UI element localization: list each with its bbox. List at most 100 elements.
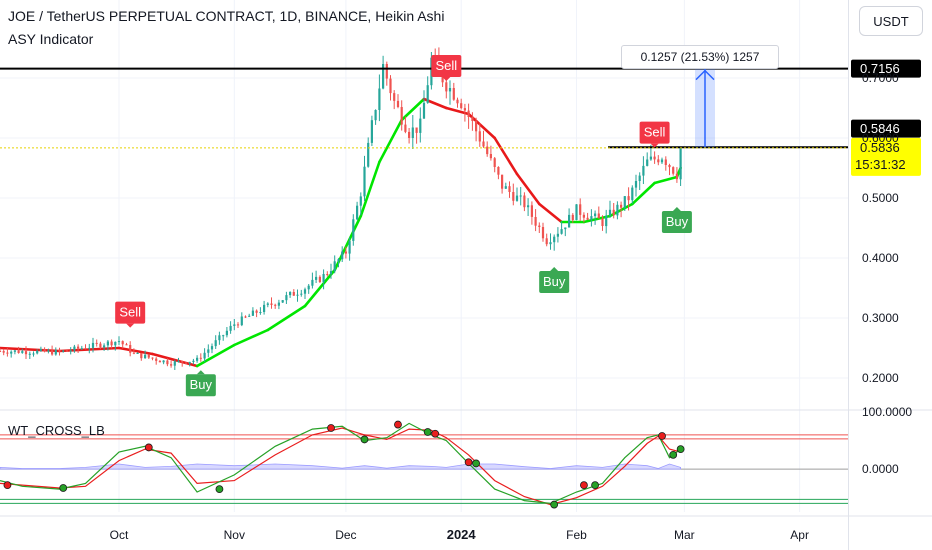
candle-body[interactable] <box>408 131 411 138</box>
candle-body[interactable] <box>51 350 54 355</box>
candle-body[interactable] <box>463 108 466 111</box>
candle-body[interactable] <box>422 102 426 119</box>
candle-body[interactable] <box>65 350 68 352</box>
candle-body[interactable] <box>300 293 303 295</box>
sell-signal-badge[interactable] <box>639 121 670 144</box>
candle-body[interactable] <box>24 351 28 355</box>
candle-body[interactable] <box>527 205 530 208</box>
candle-body[interactable] <box>556 233 559 237</box>
candle-body[interactable] <box>173 361 176 366</box>
candle-body[interactable] <box>497 167 500 175</box>
candle-body[interactable] <box>460 103 463 109</box>
cross-dot[interactable] <box>327 424 335 432</box>
candle-body[interactable] <box>106 341 109 346</box>
candle-body[interactable] <box>158 360 161 363</box>
candle-body[interactable] <box>28 353 31 355</box>
candle-body[interactable] <box>646 159 649 166</box>
candle-body[interactable] <box>121 341 124 345</box>
candle-body[interactable] <box>426 85 429 103</box>
candle-body[interactable] <box>672 167 675 174</box>
candle-body[interactable] <box>370 120 373 143</box>
candle-body[interactable] <box>631 187 634 201</box>
sell-signal-badge[interactable] <box>115 301 146 324</box>
candle-body[interactable] <box>653 156 656 160</box>
candle-body[interactable] <box>132 352 135 354</box>
candle-body[interactable] <box>155 358 158 361</box>
symbol-title[interactable]: JOE / TetherUS PERPETUAL CONTRACT, 1D, B… <box>8 8 445 24</box>
oscillator-label[interactable]: WT_CROSS_LB <box>8 423 105 438</box>
buy-signal-badge[interactable] <box>185 374 216 397</box>
candle-body[interactable] <box>564 227 567 230</box>
candle-body[interactable] <box>385 64 388 79</box>
candle-body[interactable] <box>192 360 195 362</box>
candle-body[interactable] <box>657 159 660 163</box>
candle-body[interactable] <box>266 303 269 305</box>
candle-body[interactable] <box>263 304 266 312</box>
candle-body[interactable] <box>344 251 347 254</box>
candle-body[interactable] <box>274 304 277 306</box>
candle-body[interactable] <box>251 310 254 316</box>
candle-body[interactable] <box>400 107 403 125</box>
candle-body[interactable] <box>58 349 61 352</box>
candle-body[interactable] <box>307 285 310 290</box>
candle-body[interactable] <box>382 64 385 89</box>
candle-body[interactable] <box>445 82 448 92</box>
candle-body[interactable] <box>467 110 470 117</box>
candle-body[interactable] <box>486 146 489 155</box>
x-tick-label[interactable]: Apr <box>790 528 809 542</box>
candle-body[interactable] <box>415 127 418 133</box>
candle-body[interactable] <box>270 303 273 305</box>
candle-body[interactable] <box>649 156 652 160</box>
candle-body[interactable] <box>660 159 664 163</box>
candle-body[interactable] <box>236 324 240 326</box>
candle-body[interactable] <box>341 251 344 260</box>
cross-dot[interactable] <box>215 485 224 494</box>
x-tick-label[interactable]: 2024 <box>447 527 477 542</box>
candle-body[interactable] <box>627 196 630 201</box>
candle-body[interactable] <box>203 352 206 359</box>
candle-body[interactable] <box>32 353 35 355</box>
candle-body[interactable] <box>0 351 2 352</box>
cross-dot[interactable] <box>676 445 685 454</box>
candle-body[interactable] <box>6 352 9 354</box>
candle-body[interactable] <box>538 225 541 227</box>
candle-body[interactable] <box>2 351 5 353</box>
candle-body[interactable] <box>199 357 202 359</box>
candle-body[interactable] <box>69 350 72 352</box>
candle-body[interactable] <box>590 216 593 220</box>
candle-body[interactable] <box>91 342 95 348</box>
cross-dot[interactable] <box>423 428 432 436</box>
candle-body[interactable] <box>225 330 228 336</box>
candle-body[interactable] <box>534 217 537 226</box>
candle-body[interactable] <box>508 186 511 192</box>
candle-body[interactable] <box>125 344 128 346</box>
candle-body[interactable] <box>352 219 355 241</box>
cross-dot[interactable] <box>658 432 666 440</box>
candle-body[interactable] <box>117 341 121 343</box>
candle-body[interactable] <box>404 124 407 132</box>
candle-body[interactable] <box>95 342 98 344</box>
candle-body[interactable] <box>575 204 578 220</box>
candle-body[interactable] <box>54 349 57 355</box>
candle-body[interactable] <box>229 325 232 331</box>
candle-body[interactable] <box>545 238 548 245</box>
candle-body[interactable] <box>489 154 492 159</box>
candle-body[interactable] <box>393 93 396 101</box>
candle-body[interactable] <box>512 192 515 201</box>
cross-dot[interactable] <box>144 443 153 452</box>
candle-body[interactable] <box>333 261 336 272</box>
candle-body[interactable] <box>188 361 191 364</box>
candle-body[interactable] <box>664 159 667 166</box>
cross-dot[interactable] <box>3 481 12 490</box>
candle-body[interactable] <box>374 110 377 121</box>
cross-dot[interactable] <box>464 458 473 467</box>
candle-body[interactable] <box>482 141 485 147</box>
candle-body[interactable] <box>523 195 526 208</box>
candle-body[interactable] <box>13 350 16 352</box>
candle-body[interactable] <box>248 315 251 317</box>
candles[interactable] <box>0 47 682 370</box>
candle-body[interactable] <box>642 165 645 176</box>
cross-dot[interactable] <box>59 484 68 492</box>
candle-body[interactable] <box>240 316 243 326</box>
